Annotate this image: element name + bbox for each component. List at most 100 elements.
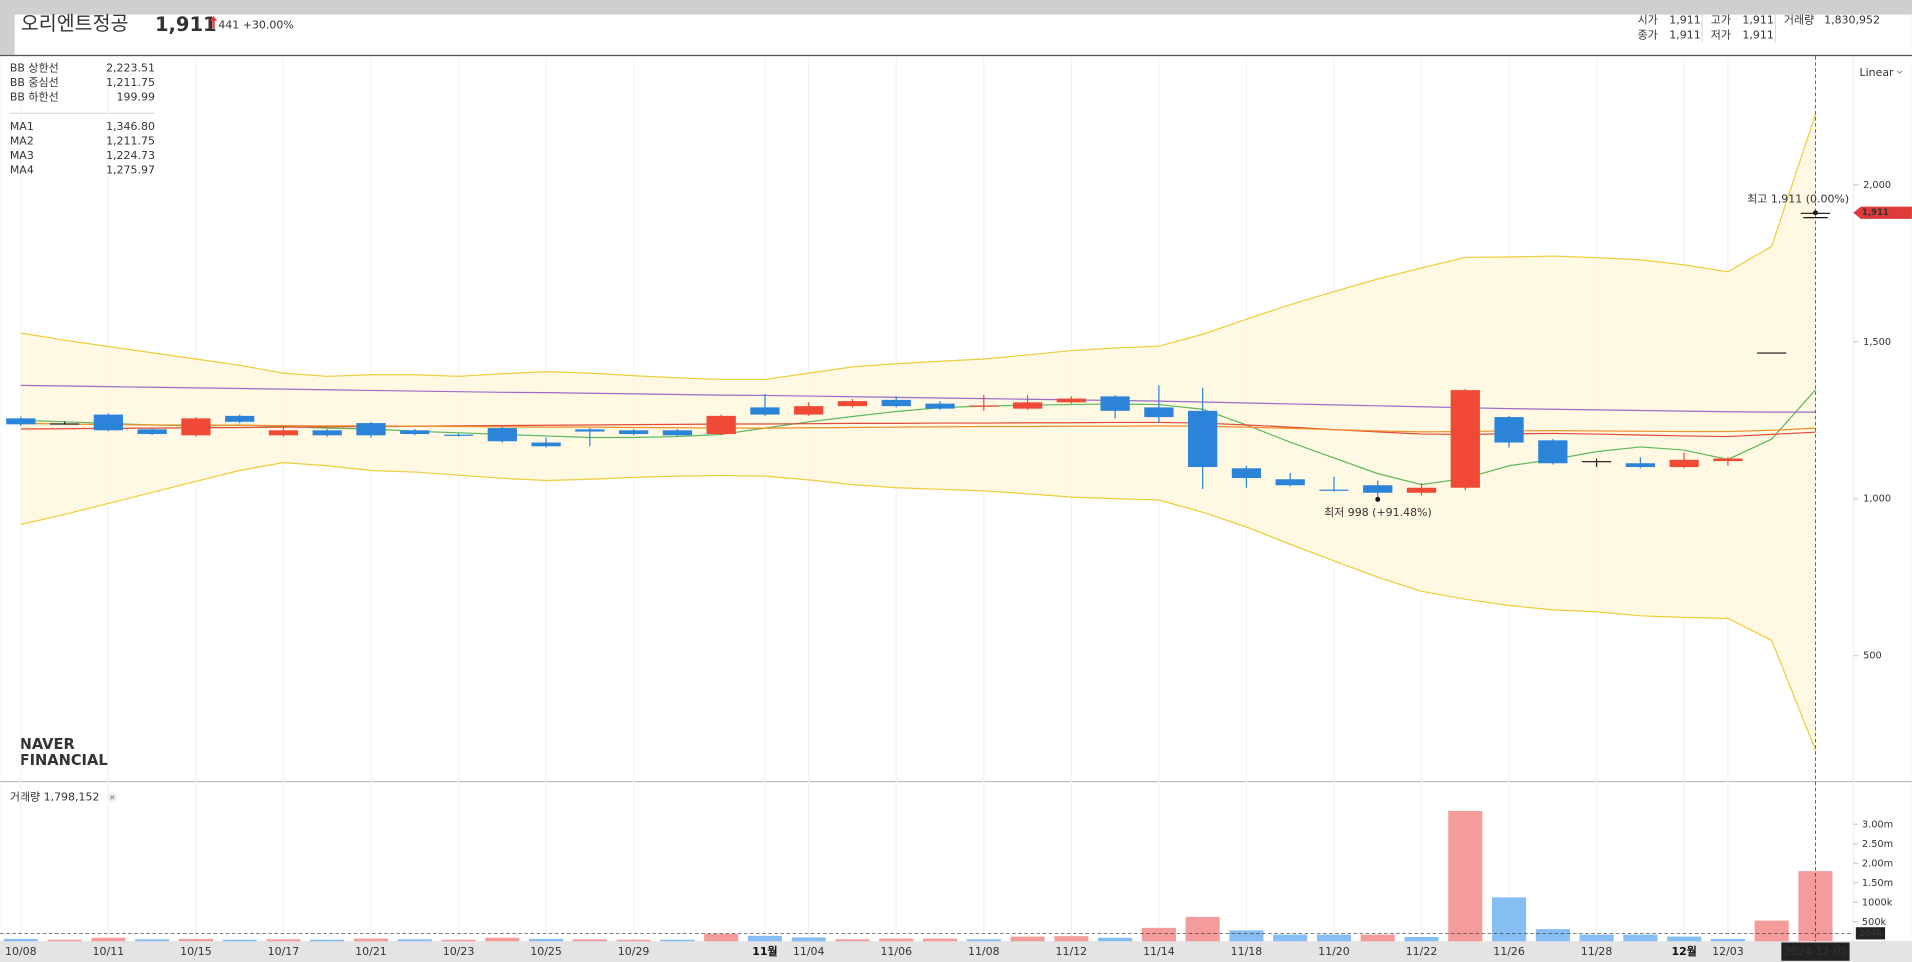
bb-line — [20, 462, 1817, 751]
watermark: NAVER — [20, 736, 75, 753]
date-tag — [1781, 942, 1850, 961]
x-tick-label: 10/25 — [530, 945, 562, 958]
volume-bar — [485, 937, 520, 942]
x-tick-label: 12/03 — [1712, 945, 1744, 958]
candle-body — [618, 430, 649, 435]
candle-body — [750, 407, 780, 415]
volume-bar — [1535, 929, 1570, 942]
candle-body — [1100, 396, 1130, 411]
legend-label: BB 하한선 — [10, 90, 59, 104]
volume-bar — [616, 939, 651, 942]
volume-bar — [222, 939, 257, 942]
candle-body — [1581, 461, 1612, 463]
annotation: 최고 1,911 (0.00%) — [1747, 192, 1849, 205]
info-label: 고가 — [1711, 14, 1731, 27]
legend-value: 1,346.80 — [106, 120, 155, 133]
info-value: 1,911 — [1669, 28, 1700, 41]
x-tick-label: 11/04 — [793, 945, 825, 958]
y-tick-label: 3.00m — [1862, 819, 1893, 830]
y-tick-label: 500k — [1862, 917, 1887, 928]
close-icon[interactable] — [110, 795, 115, 800]
legend-label: BB 중심선 — [10, 76, 59, 89]
volume-bar — [660, 939, 695, 942]
scale-toggle[interactable]: Linear — [1859, 66, 1894, 79]
ma-line — [20, 384, 1816, 413]
header-bg — [14, 14, 1912, 55]
candle-body — [268, 430, 299, 436]
chevron[interactable] — [1896, 70, 1903, 75]
volume-bar — [1710, 938, 1745, 942]
x-tick-label: 11/12 — [1056, 945, 1088, 958]
volume-bar — [1185, 916, 1220, 942]
x-tick-label: 11/18 — [1231, 945, 1263, 958]
volume-bar — [1579, 934, 1614, 942]
x-tick-label: 11/06 — [880, 945, 912, 958]
candle-body — [1450, 390, 1480, 488]
legend-label: MA3 — [10, 149, 34, 162]
candle-body — [312, 430, 342, 436]
legend-value: 1,224.73 — [106, 149, 155, 162]
candle-body — [1012, 402, 1043, 409]
x-tick-label: 10/15 — [180, 945, 212, 958]
candle-body — [49, 423, 80, 425]
info-value: 1,911 — [1669, 14, 1700, 27]
volume-bar — [791, 937, 826, 942]
volume-bar — [178, 938, 213, 942]
candle-body — [1757, 352, 1787, 354]
candle-body — [356, 423, 386, 436]
candle-body — [1363, 485, 1393, 493]
volume-bar — [1273, 934, 1308, 942]
x-tick-label: 11월 — [752, 944, 777, 958]
stock-name: 오리엔트정공 — [21, 12, 129, 35]
volume-bar — [1404, 936, 1439, 942]
y-tick-label: 2,000 — [1863, 180, 1891, 191]
volume-bar — [353, 938, 389, 942]
candle-body — [531, 442, 561, 447]
x-tick-label: 11/20 — [1318, 945, 1350, 958]
candle-body — [1406, 487, 1437, 493]
volume-bar — [441, 939, 476, 942]
legend-label: MA4 — [10, 164, 34, 177]
volume-bar — [572, 939, 607, 942]
candle-body — [225, 415, 255, 422]
plot-layer: 10/08 10/11 10/15 10/17 10/21 10/23 10/25 10/29… — [0, 56, 1912, 961]
volume-bar — [3, 938, 38, 942]
y-tick-label: 1,500 — [1863, 337, 1891, 348]
stock-price: 1,911 — [155, 13, 217, 36]
candle-body — [1494, 417, 1524, 443]
candle-body — [1231, 468, 1262, 479]
candle-body — [1144, 407, 1174, 418]
y-tick-label: 2.00m — [1862, 858, 1893, 869]
volume-bar — [397, 939, 432, 942]
legend-value: 1,211.75 — [106, 134, 155, 147]
volume-bar — [1098, 937, 1133, 942]
price-change: 441 — [218, 19, 239, 32]
x-tick-label: 11/08 — [968, 945, 1000, 958]
candle-body — [837, 401, 868, 407]
price-tag — [1853, 206, 1912, 219]
volume-bar — [1360, 934, 1395, 942]
bb-line — [20, 114, 1817, 381]
x-tick-label: 10/08 — [5, 945, 37, 958]
x-tick-label: 10/21 — [355, 945, 387, 958]
candle-body — [1713, 458, 1743, 462]
annotation: 최저 998 (+91.48%) — [1324, 506, 1432, 519]
info-label: 종가 — [1638, 28, 1658, 41]
candle-body — [93, 414, 123, 431]
info-value: 1,911 — [1742, 28, 1773, 41]
candle-body — [443, 434, 474, 436]
volume-bar — [704, 933, 739, 942]
legend-label: MA1 — [10, 120, 34, 133]
candle-body — [925, 403, 955, 409]
cursor-tag — [1855, 927, 1886, 940]
legend-value: 1,211.75 — [106, 76, 155, 89]
candle-body — [137, 429, 167, 435]
y-tick-label: 1000k — [1862, 897, 1893, 908]
legend-value: 2,223.51 — [106, 61, 155, 74]
volume-bar — [835, 939, 870, 942]
volume-bar — [529, 938, 564, 942]
candle-body — [6, 418, 36, 425]
volume-bar — [266, 939, 301, 942]
candle-body — [575, 429, 605, 432]
